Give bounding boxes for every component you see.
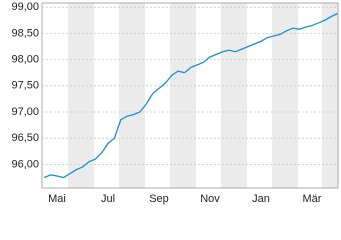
- x-tick-label: Sep: [149, 193, 169, 205]
- x-tick-label: Mär: [303, 193, 322, 205]
- x-tick-label: Nov: [200, 193, 220, 205]
- y-tick-label: 99,00: [11, 1, 39, 13]
- plot-frame: [41, 2, 339, 189]
- x-tick-label: Mai: [48, 193, 66, 205]
- shade-band: [322, 3, 338, 188]
- chart: 96,00 96,50 97,00 97,50 98,00 98,50 99,00 Mai Ju…: [11, 1, 339, 205]
- y-tick-label: 98,00: [11, 54, 39, 66]
- data-line: [44, 12, 338, 179]
- y-tick-label: 98,50: [11, 27, 39, 39]
- shade-band: [68, 3, 94, 188]
- shade-band: [221, 3, 247, 188]
- y-tick-label: 97,50: [11, 80, 39, 92]
- x-tick-label: Jan: [252, 193, 270, 205]
- y-tick-label: 97,00: [11, 106, 39, 118]
- shade-band: [119, 3, 145, 188]
- shade-band: [272, 3, 298, 188]
- month-shading: [68, 3, 338, 188]
- y-tick-label: 96,50: [11, 132, 39, 144]
- shade-band: [170, 3, 196, 188]
- y-tick-label: 96,00: [11, 158, 39, 170]
- x-tick-label: Jul: [101, 193, 115, 205]
